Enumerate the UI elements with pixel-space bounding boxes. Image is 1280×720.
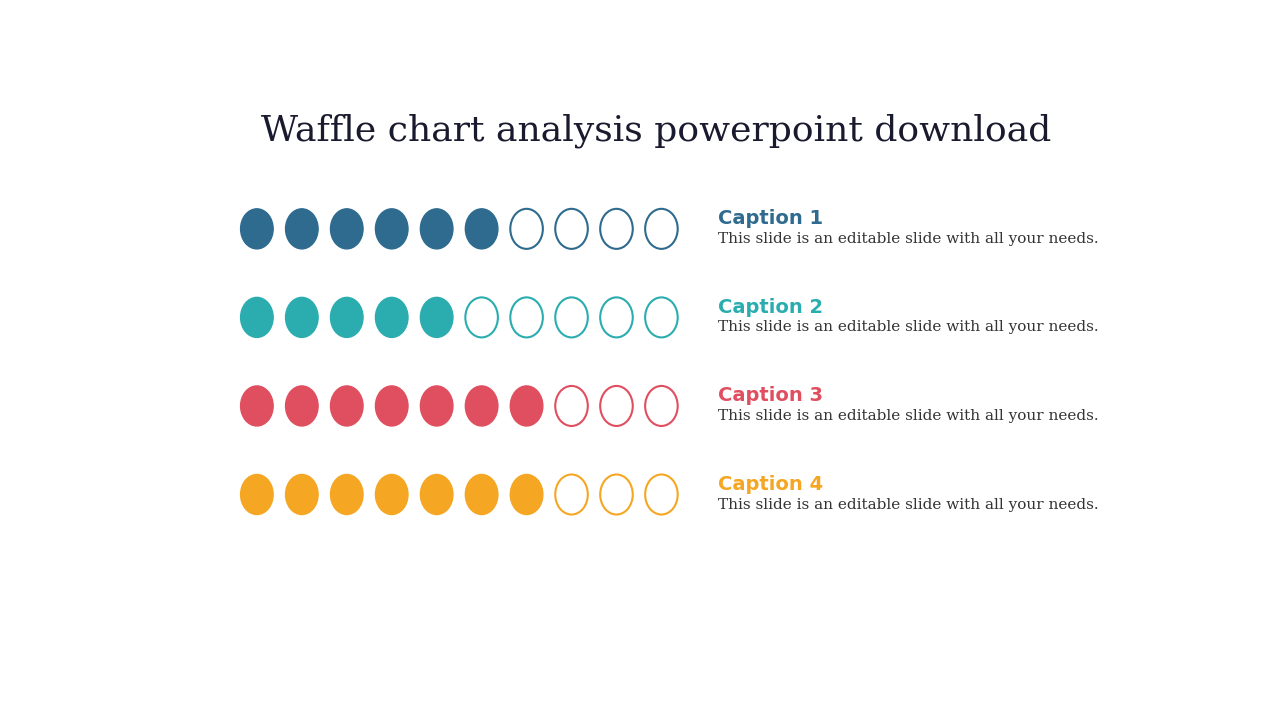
Ellipse shape xyxy=(241,209,273,249)
Ellipse shape xyxy=(420,297,453,338)
Ellipse shape xyxy=(330,297,364,338)
Ellipse shape xyxy=(285,474,319,515)
Ellipse shape xyxy=(375,209,408,249)
Ellipse shape xyxy=(420,386,453,426)
Ellipse shape xyxy=(241,386,273,426)
Ellipse shape xyxy=(466,474,498,515)
Text: This slide is an editable slide with all your needs.: This slide is an editable slide with all… xyxy=(718,498,1098,511)
Ellipse shape xyxy=(511,474,543,515)
Ellipse shape xyxy=(511,386,543,426)
Ellipse shape xyxy=(285,209,319,249)
Ellipse shape xyxy=(420,209,453,249)
Ellipse shape xyxy=(285,297,319,338)
Ellipse shape xyxy=(375,474,408,515)
Text: Caption 2: Caption 2 xyxy=(718,298,823,317)
Ellipse shape xyxy=(420,474,453,515)
Ellipse shape xyxy=(330,386,364,426)
Ellipse shape xyxy=(330,474,364,515)
Ellipse shape xyxy=(375,297,408,338)
Ellipse shape xyxy=(330,209,364,249)
Text: This slide is an editable slide with all your needs.: This slide is an editable slide with all… xyxy=(718,320,1098,334)
Ellipse shape xyxy=(285,386,319,426)
Ellipse shape xyxy=(375,386,408,426)
Text: Caption 4: Caption 4 xyxy=(718,475,823,494)
Text: This slide is an editable slide with all your needs.: This slide is an editable slide with all… xyxy=(718,409,1098,423)
Text: This slide is an editable slide with all your needs.: This slide is an editable slide with all… xyxy=(718,232,1098,246)
Text: Caption 1: Caption 1 xyxy=(718,210,823,228)
Ellipse shape xyxy=(241,297,273,338)
Text: Waffle chart analysis powerpoint download: Waffle chart analysis powerpoint downloa… xyxy=(261,113,1051,148)
Ellipse shape xyxy=(466,209,498,249)
Ellipse shape xyxy=(241,474,273,515)
Ellipse shape xyxy=(466,386,498,426)
Text: Caption 3: Caption 3 xyxy=(718,387,823,405)
